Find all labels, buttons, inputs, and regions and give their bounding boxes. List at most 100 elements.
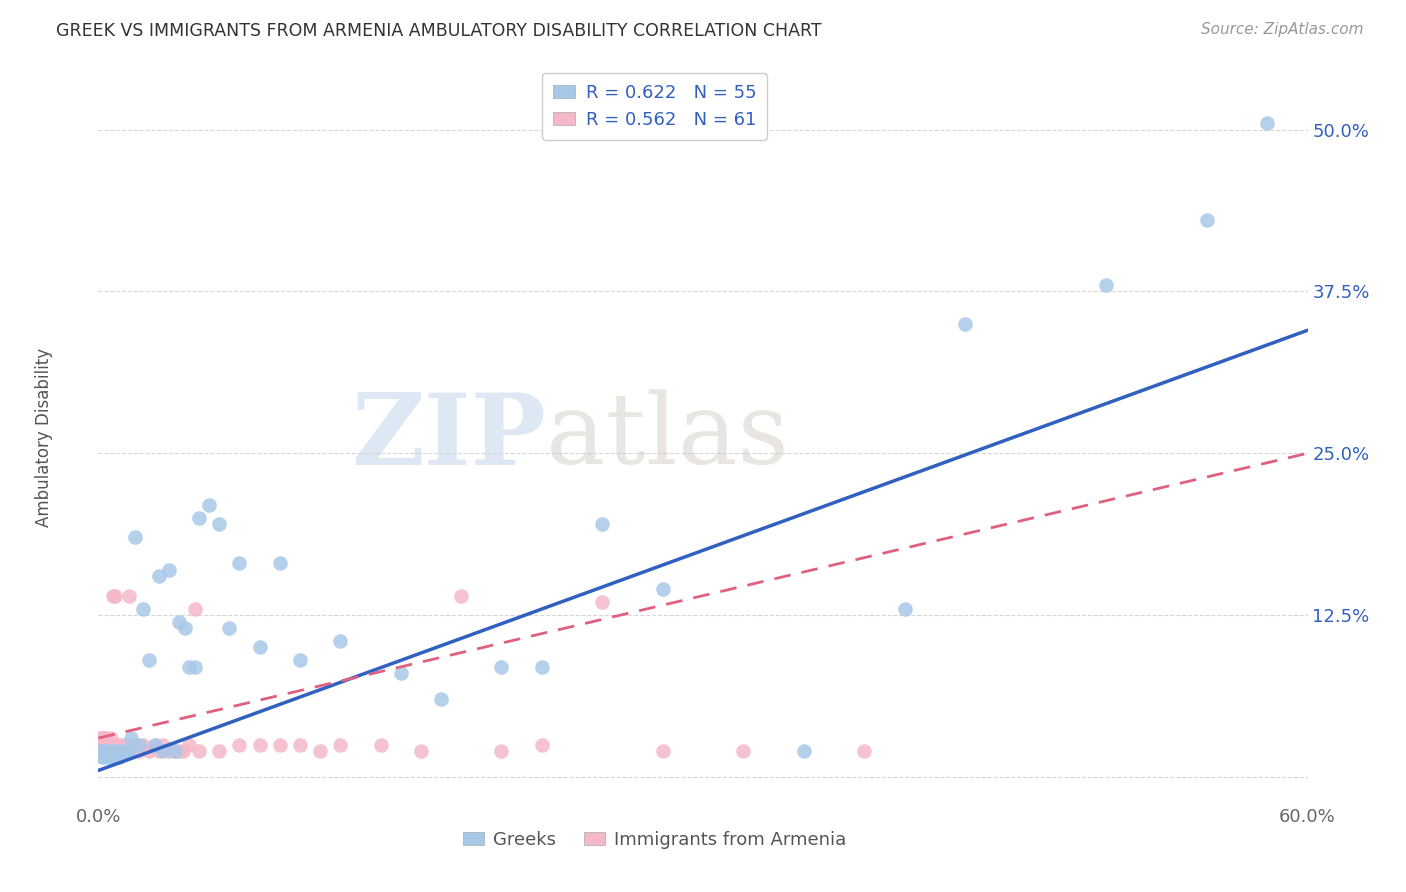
Point bbox=[172, 744, 194, 758]
Point bbox=[97, 738, 120, 752]
Point bbox=[218, 621, 240, 635]
Point bbox=[96, 731, 118, 745]
Point bbox=[591, 517, 613, 532]
Point bbox=[208, 744, 231, 758]
Point bbox=[152, 738, 174, 752]
Point bbox=[269, 738, 291, 752]
Point bbox=[208, 517, 231, 532]
Point bbox=[793, 744, 815, 758]
Point bbox=[107, 750, 129, 764]
Point bbox=[174, 621, 197, 635]
Point bbox=[105, 738, 128, 752]
Point bbox=[114, 744, 136, 758]
Point bbox=[103, 744, 125, 758]
Text: ZIP: ZIP bbox=[352, 389, 546, 485]
Point bbox=[143, 738, 166, 752]
Point bbox=[111, 744, 134, 758]
Point bbox=[124, 530, 146, 544]
Point bbox=[167, 615, 190, 629]
Point bbox=[269, 557, 291, 571]
Point bbox=[103, 744, 125, 758]
Point bbox=[651, 744, 673, 758]
Point bbox=[100, 731, 122, 745]
Point bbox=[100, 738, 122, 752]
Point bbox=[93, 750, 115, 764]
Point bbox=[148, 569, 170, 583]
Point bbox=[97, 744, 120, 758]
Point bbox=[530, 738, 553, 752]
Point bbox=[93, 744, 115, 758]
Point bbox=[651, 582, 673, 597]
Point bbox=[157, 744, 180, 758]
Point bbox=[188, 744, 211, 758]
Point bbox=[163, 744, 186, 758]
Legend: Greeks, Immigrants from Armenia: Greeks, Immigrants from Armenia bbox=[456, 823, 853, 856]
Point bbox=[97, 750, 120, 764]
Point bbox=[91, 731, 114, 745]
Point bbox=[89, 744, 111, 758]
Point bbox=[179, 738, 201, 752]
Point bbox=[121, 744, 143, 758]
Point bbox=[118, 589, 141, 603]
Point bbox=[89, 731, 111, 745]
Point bbox=[96, 738, 118, 752]
Point bbox=[111, 738, 134, 752]
Point bbox=[91, 738, 114, 752]
Text: Ambulatory Disability: Ambulatory Disability bbox=[35, 348, 53, 526]
Point bbox=[91, 744, 114, 758]
Point bbox=[138, 653, 160, 667]
Point bbox=[93, 738, 115, 752]
Point bbox=[138, 744, 160, 758]
Point bbox=[1095, 277, 1118, 292]
Point bbox=[114, 747, 136, 761]
Point bbox=[105, 747, 128, 761]
Point bbox=[91, 744, 114, 758]
Point bbox=[101, 744, 124, 758]
Point bbox=[1195, 213, 1218, 227]
Point bbox=[110, 744, 132, 758]
Point bbox=[120, 731, 142, 745]
Point bbox=[157, 563, 180, 577]
Point bbox=[100, 744, 122, 758]
Point bbox=[530, 660, 553, 674]
Point bbox=[143, 738, 166, 752]
Point bbox=[309, 744, 332, 758]
Point bbox=[115, 744, 138, 758]
Point bbox=[179, 660, 201, 674]
Point bbox=[329, 738, 352, 752]
Point bbox=[107, 738, 129, 752]
Point bbox=[249, 738, 271, 752]
Point bbox=[101, 589, 124, 603]
Point bbox=[491, 744, 513, 758]
Point bbox=[107, 744, 129, 758]
Point bbox=[118, 744, 141, 758]
Point bbox=[124, 738, 146, 752]
Point bbox=[288, 738, 311, 752]
Point bbox=[128, 744, 150, 758]
Point bbox=[853, 744, 876, 758]
Point bbox=[132, 738, 155, 752]
Point bbox=[100, 744, 122, 758]
Point bbox=[228, 738, 250, 752]
Text: GREEK VS IMMIGRANTS FROM ARMENIA AMBULATORY DISABILITY CORRELATION CHART: GREEK VS IMMIGRANTS FROM ARMENIA AMBULAT… bbox=[56, 22, 823, 40]
Point bbox=[188, 511, 211, 525]
Point bbox=[103, 589, 125, 603]
Point bbox=[491, 660, 513, 674]
Point bbox=[409, 744, 432, 758]
Point bbox=[118, 738, 141, 752]
Point bbox=[370, 738, 392, 752]
Point bbox=[184, 660, 207, 674]
Point bbox=[591, 595, 613, 609]
Point bbox=[107, 744, 129, 758]
Point bbox=[329, 634, 352, 648]
Point bbox=[430, 692, 453, 706]
Text: Source: ZipAtlas.com: Source: ZipAtlas.com bbox=[1201, 22, 1364, 37]
Point bbox=[93, 744, 115, 758]
Point bbox=[152, 744, 174, 758]
Point bbox=[101, 747, 124, 761]
Point bbox=[288, 653, 311, 667]
Point bbox=[93, 731, 115, 745]
Point bbox=[733, 744, 755, 758]
Point bbox=[128, 738, 150, 752]
Point bbox=[97, 744, 120, 758]
